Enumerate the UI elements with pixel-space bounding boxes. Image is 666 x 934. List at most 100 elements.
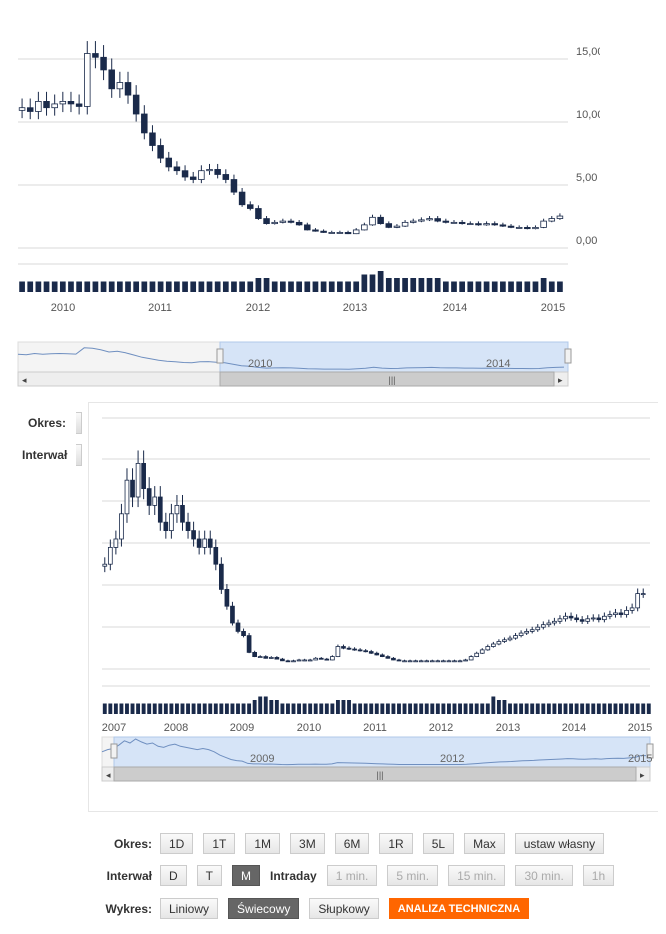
candle <box>219 563 224 590</box>
volume-bar <box>557 281 563 292</box>
interwal-button-m[interactable]: M <box>232 865 261 886</box>
navigator-handle[interactable] <box>646 743 654 759</box>
volume-bar <box>308 703 313 714</box>
volume-bar <box>426 278 433 292</box>
intraday-button-1-min.[interactable]: 1 min. <box>326 865 378 886</box>
volume-bar <box>496 700 501 714</box>
y-tick-label: 15,00 <box>576 46 600 58</box>
volume-bar <box>341 700 346 714</box>
candle <box>43 101 50 109</box>
x-axis-label: 2009 <box>230 722 254 734</box>
interwal-button-t[interactable]: T <box>196 865 223 886</box>
candle <box>198 170 205 180</box>
wykres-row: Wykres: Liniowy Świecowy Słupkowy ANALIZA … <box>100 898 539 919</box>
volume-bar <box>540 278 547 292</box>
y-tick-label: 5,00 <box>576 172 597 184</box>
candle <box>291 660 296 663</box>
candle <box>485 646 491 651</box>
candle <box>363 650 369 653</box>
candle <box>157 496 163 523</box>
scrollbar-thumb[interactable] <box>219 371 555 387</box>
okres-button-3m[interactable]: 3M <box>290 833 325 854</box>
x-axis-label: 2010 <box>297 722 321 734</box>
volume-bar <box>149 281 156 292</box>
scrollbar-thumb[interactable] <box>113 766 637 782</box>
okres-button-1r[interactable]: 1R <box>379 833 413 854</box>
interwal-button-stub[interactable] <box>76 444 82 466</box>
navigator-handle[interactable] <box>564 348 572 364</box>
candle <box>324 658 330 661</box>
candle <box>556 215 564 219</box>
candle <box>418 660 424 663</box>
intraday-button-5-min.[interactable]: 5 min. <box>387 865 439 886</box>
volume-bar <box>258 696 263 714</box>
scroll-left-arrow-icon[interactable]: ◂ <box>22 375 27 385</box>
wykres-button-liniowy[interactable]: Liniowy <box>160 898 219 919</box>
okres-button-max[interactable]: Max <box>464 833 505 854</box>
volume-bar <box>68 281 74 292</box>
okres-button-ustaw-własny[interactable]: ustaw własny <box>514 833 605 854</box>
volume-bar <box>279 281 286 292</box>
okres-button-5l[interactable]: 5L <box>422 833 455 854</box>
volume-bar <box>76 281 82 292</box>
volume-bar <box>361 274 368 292</box>
candle <box>274 657 280 660</box>
volume-bar <box>435 703 440 714</box>
interwal-button-d[interactable]: D <box>160 865 187 886</box>
okres-button-1m[interactable]: 1M <box>245 833 281 854</box>
volume-bar <box>385 703 390 714</box>
volume-bar <box>136 703 141 714</box>
scroll-left-arrow-icon[interactable]: ◂ <box>106 770 111 780</box>
volume-bar <box>297 703 302 714</box>
volume-bar <box>130 703 135 714</box>
navigator-handle[interactable] <box>216 348 224 364</box>
candle <box>84 53 91 107</box>
volume-bar <box>646 703 651 714</box>
intraday-button-15-min.[interactable]: 15 min. <box>448 865 506 886</box>
volume-bar <box>385 278 392 292</box>
volume-bar <box>363 703 368 714</box>
volume-bar <box>500 281 506 292</box>
analiza-techniczna-button[interactable]: ANALIZA TECHNICZNA <box>388 898 530 919</box>
volume-bar <box>546 703 551 714</box>
okres-button-1d[interactable]: 1D <box>160 833 194 854</box>
volume-bar <box>424 703 429 714</box>
candle <box>602 615 607 621</box>
volume-bar <box>524 703 529 714</box>
navigator-label: 2014 <box>486 358 510 370</box>
candle <box>452 660 457 663</box>
candle <box>393 225 401 228</box>
intraday-button-30-min.[interactable]: 30 min. <box>515 865 573 886</box>
candle <box>361 224 368 231</box>
okres-button-stub[interactable] <box>76 412 82 434</box>
volume-bar <box>286 703 290 714</box>
okres-button-6m[interactable]: 6M <box>334 833 370 854</box>
volume-bar <box>458 703 462 714</box>
candle <box>318 657 324 660</box>
volume-bar <box>469 703 474 714</box>
volume-bar <box>119 703 124 714</box>
x-axis-label: 2011 <box>363 722 387 734</box>
volume-bar <box>451 281 457 292</box>
intraday-button-1h[interactable]: 1h <box>582 865 615 886</box>
volume-bar <box>377 271 384 292</box>
navigator-handle[interactable] <box>110 743 118 759</box>
candle <box>146 488 152 506</box>
scroll-right-arrow-icon[interactable]: ▸ <box>640 770 645 780</box>
candle <box>296 659 302 662</box>
candle <box>185 521 191 532</box>
candle <box>429 660 435 663</box>
okres-button-1t[interactable]: 1T <box>203 833 236 854</box>
candle <box>507 637 513 641</box>
navigator-series <box>17 347 565 370</box>
volume-bar <box>491 281 498 292</box>
scroll-right-arrow-icon[interactable]: ▸ <box>558 375 563 385</box>
candle <box>396 659 402 662</box>
wykres-button-słupkowy[interactable]: Słupkowy <box>309 898 379 919</box>
candle <box>75 103 83 107</box>
candle <box>246 635 252 653</box>
wykres-button-świecowy[interactable]: Świecowy <box>228 898 300 919</box>
candle <box>515 226 523 229</box>
x-axis-label: 2007 <box>102 722 126 734</box>
